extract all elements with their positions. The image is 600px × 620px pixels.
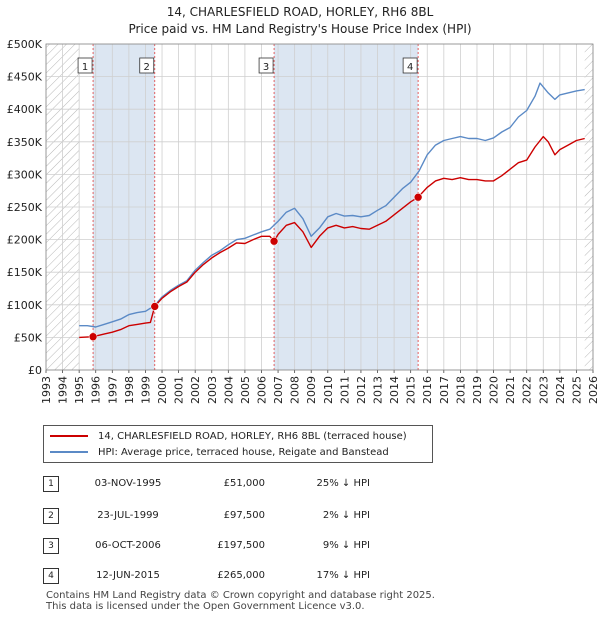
x-tick-label: 2001 [173,376,186,404]
transaction-point [413,192,423,202]
x-tick-label: 2007 [272,376,285,404]
transaction-price: £51,000 [223,478,265,489]
y-tick-label: £500K [7,38,43,51]
transaction-number: 4 [43,568,59,584]
transaction-hpi-diff: 17% ↓ HPI [316,570,370,581]
x-tick-label: 2012 [355,376,368,404]
legend-label-price: 14, CHARLESFIELD ROAD, HORLEY, RH6 8BL (… [98,431,407,442]
x-tick-label: 2014 [388,376,401,404]
x-tick-label: 2018 [454,376,467,404]
x-tick-label: 1997 [106,376,119,404]
footer: Contains HM Land Registry data © Crown c… [46,590,435,612]
footer-copyright: Contains HM Land Registry data © Crown c… [46,590,435,601]
x-tick-label: 1999 [139,376,152,404]
transaction-number-box [139,57,155,74]
transaction-number: 2 [43,508,59,524]
transaction-number-box [258,57,274,74]
transaction-hpi-diff: 9% ↓ HPI [322,540,370,551]
x-tick-label: 2019 [471,376,484,404]
transaction-date: 12-JUN-2015 [96,570,160,581]
transaction-date: 06-OCT-2006 [95,540,161,551]
y-tick-label: £450K [7,71,43,84]
y-tick-label: £100K [7,299,43,312]
legend-label-hpi: HPI: Average price, terraced house, Reig… [98,447,389,458]
table-row: 3 06-OCT-2006 £197,500 9% ↓ HPI [43,538,383,554]
table-row: 1 03-NOV-1995 £51,000 25% ↓ HPI [43,476,383,492]
price-paid-line [79,135,585,339]
legend-item-hpi: HPI: Average price, terraced house, Reig… [50,446,389,460]
transaction-price: £197,500 [217,540,265,551]
x-tick-label: 1998 [123,376,136,404]
transaction-price: £97,500 [223,510,265,521]
x-tick-label: 2004 [222,376,235,404]
transaction-point [269,236,279,246]
price-chart: 1 2 3 4 £0 £50K £100K £150K £200K £250K £300K £350… [7,38,600,404]
transaction-points [88,192,423,342]
x-tick-label: 2022 [521,376,534,404]
axes: £0 £50K £100K £150K £200K £250K £300K £350K £400… [7,38,600,404]
table-row: 4 12-JUN-2015 £265,000 17% ↓ HPI [43,568,383,584]
y-tick-label: £200K [7,234,43,247]
plot-border [45,43,594,371]
x-tick-label: 2006 [255,376,268,404]
x-tick-label: 2026 [587,376,600,404]
x-tick-label: 1996 [90,376,103,404]
transaction-point [88,332,98,342]
title-line-2: Price paid vs. HM Land Registry's House … [128,22,472,36]
y-tick-label: £250K [7,201,43,214]
x-tick-label: 1993 [40,376,53,404]
x-tick-label: 2008 [289,376,302,404]
legend-item-price: 14, CHARLESFIELD ROAD, HORLEY, RH6 8BL (… [50,430,407,444]
y-tick-label: £0 [28,364,42,377]
title-line-1: 14, CHARLESFIELD ROAD, HORLEY, RH6 8BL [166,5,434,19]
x-tick-label: 2010 [322,376,335,404]
hpi-line [79,82,585,328]
x-tick-label: 2024 [554,376,567,404]
transaction-hpi-diff: 2% ↓ HPI [322,510,370,521]
x-tick-label: 2025 [570,376,583,404]
x-tick-label: 2000 [156,376,169,404]
x-tick-label: 2013 [372,376,385,404]
transaction-date: 03-NOV-1995 [94,478,162,489]
transaction-number: 1 [43,476,59,492]
footer-licence: This data is licensed under the Open Gov… [46,601,365,612]
transaction-hpi-diff: 25% ↓ HPI [316,478,370,489]
x-tick-label: 2002 [189,376,202,404]
transaction-number-box [77,57,93,74]
chart-title: 14, CHARLESFIELD ROAD, HORLEY, RH6 8BL P… [0,4,600,38]
transaction-number-box [402,57,418,74]
y-tick-label: £350K [7,136,43,149]
y-tick-label: £50K [14,331,43,344]
transaction-date: 23-JUL-1999 [97,510,159,521]
transaction-number-label: 4 [407,62,413,73]
transaction-number-boxes: 1 2 3 4 [77,57,418,74]
x-tick-label: 2020 [488,376,501,404]
x-tick-label: 2005 [239,376,252,404]
transaction-number-label: 3 [263,62,269,73]
x-tick-label: 2016 [421,376,434,404]
transaction-number-label: 2 [144,62,150,73]
legend-swatch-price [50,435,88,437]
legend-swatch-hpi [50,451,88,453]
y-tick-label: £150K [7,266,43,279]
table-row: 2 23-JUL-1999 £97,500 2% ↓ HPI [43,508,383,524]
x-tick-label: 2021 [504,376,517,404]
series-lines [79,82,585,339]
x-tick-label: 2009 [305,376,318,404]
transaction-number: 3 [43,538,59,554]
x-tick-label: 2017 [438,376,451,404]
x-tick-label: 2015 [405,376,418,404]
x-tick-label: 1994 [57,376,70,404]
y-tick-label: £400K [7,103,43,116]
transaction-number-label: 1 [82,62,88,73]
transaction-price: £265,000 [217,570,265,581]
x-tick-label: 2023 [537,376,550,404]
y-tick-label: £300K [7,168,43,181]
legend: 14, CHARLESFIELD ROAD, HORLEY, RH6 8BL (… [43,425,433,463]
x-tick-label: 2003 [206,376,219,404]
transaction-point [150,302,160,311]
x-tick-label: 2011 [338,376,351,404]
x-tick-label: 1995 [73,376,86,404]
